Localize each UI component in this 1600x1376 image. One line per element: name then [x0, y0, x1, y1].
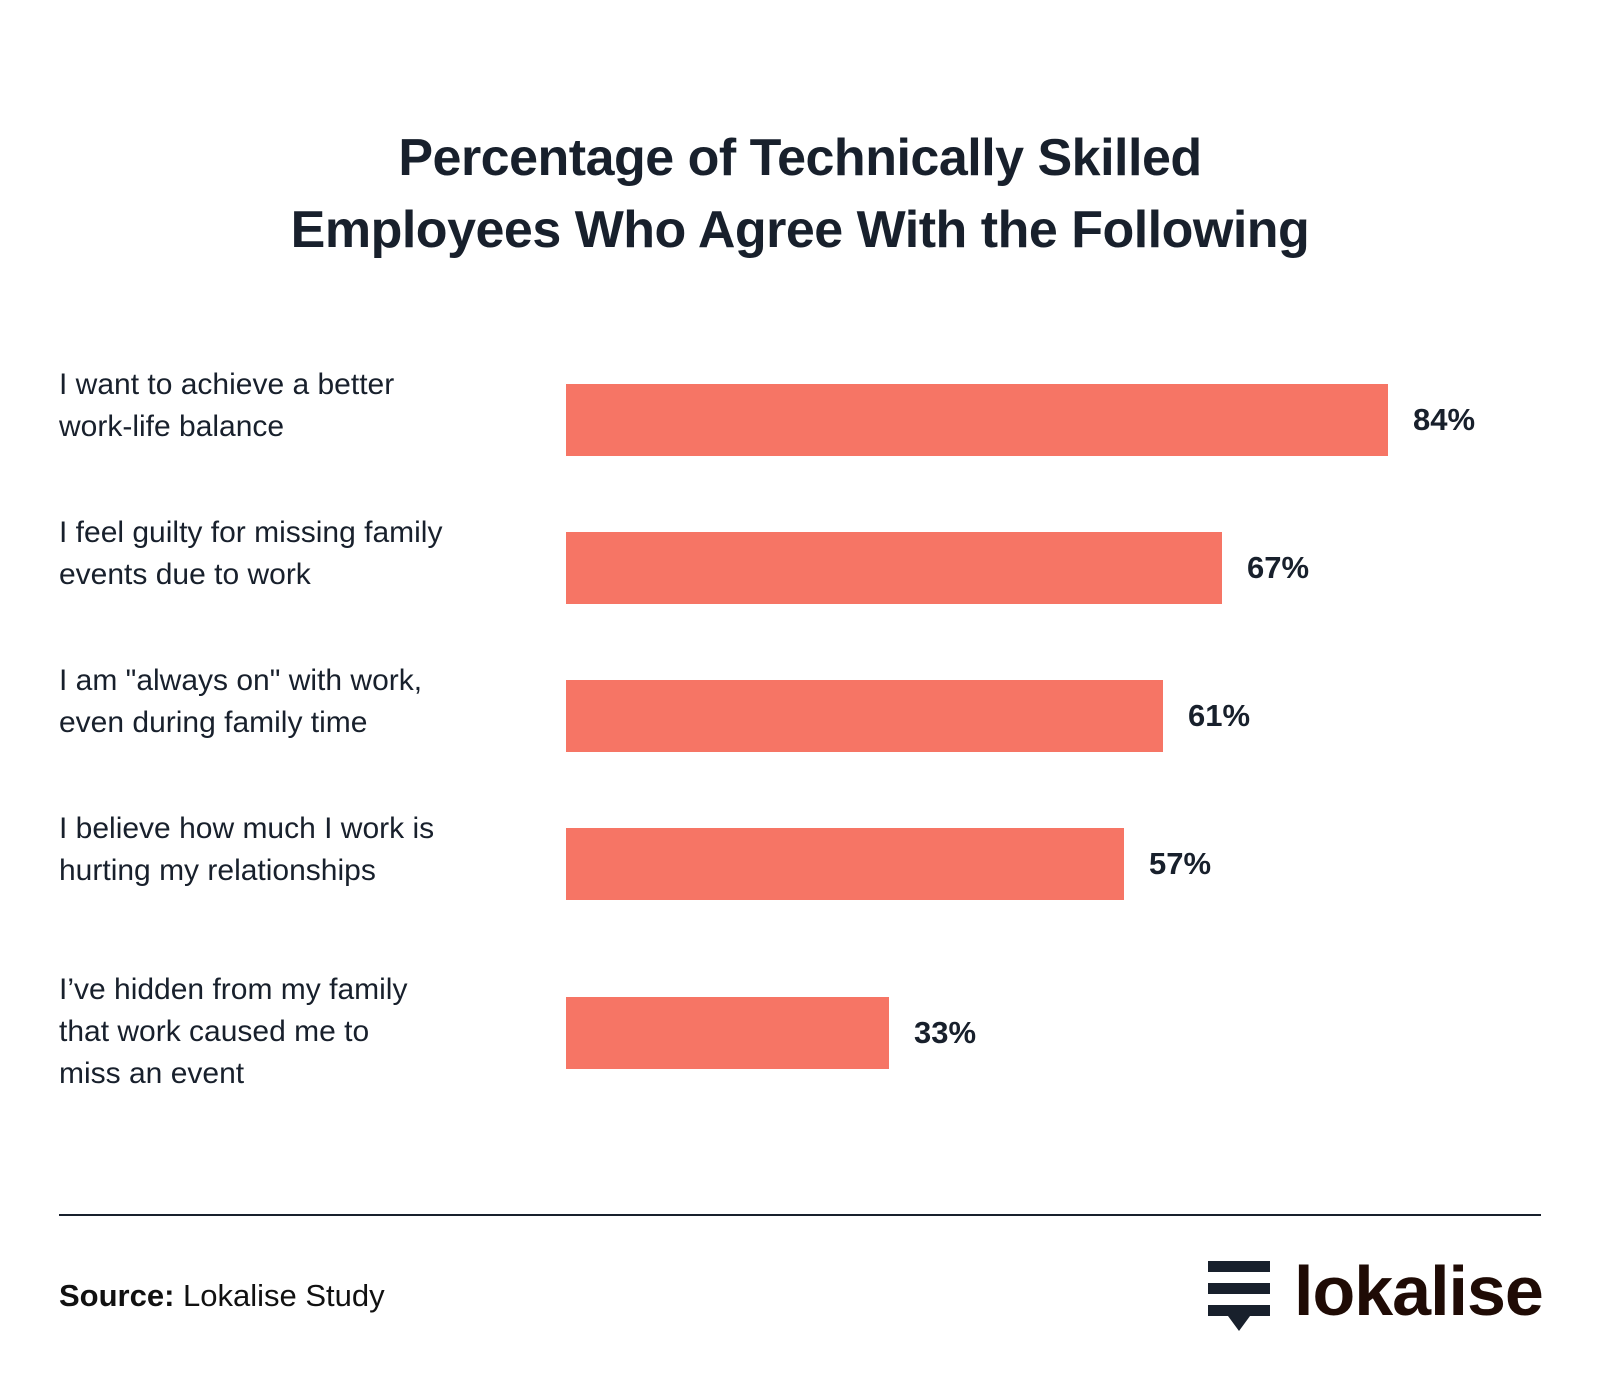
bar-value-label: 61%: [1188, 698, 1251, 733]
source-note: Source: Lokalise Study: [59, 1278, 385, 1314]
bar-category-label: I’ve hidden from my family that work caus…: [59, 969, 529, 1095]
bar: [566, 828, 1124, 900]
bar-value-label: 67%: [1247, 550, 1310, 585]
bar-category-label-line: I am "always on" with work,: [59, 664, 423, 697]
bar: [566, 532, 1222, 604]
bar-category-label-line: miss an event: [59, 1057, 245, 1090]
bar-row: I feel guilty for missing family events d…: [0, 516, 1600, 604]
bar: [566, 680, 1163, 752]
source-label: Source:: [59, 1278, 175, 1313]
bar-category-label-line: even during family time: [59, 706, 368, 739]
chart-title: Percentage of Technically Skilled Employ…: [0, 122, 1600, 266]
footer-divider: [59, 1214, 1541, 1216]
lokalise-wordmark: lokalise: [1294, 1252, 1544, 1330]
bar-category-label: I believe how much I work is hurting my r…: [59, 808, 529, 892]
bar-category-label: I want to achieve a better work-life bala…: [59, 364, 529, 448]
bar-category-label: I feel guilty for missing family events d…: [59, 512, 529, 596]
bar-value-label: 57%: [1149, 846, 1212, 881]
bar-row: I believe how much I work is hurting my r…: [0, 812, 1600, 900]
bar-row: I am "always on" with work, even during f…: [0, 664, 1600, 752]
bar-row: I’ve hidden from my family that work caus…: [0, 973, 1600, 1090]
chart-title-line-1: Percentage of Technically Skilled: [398, 129, 1202, 187]
bar-value-label: 84%: [1413, 402, 1476, 437]
bar-category-label: I am "always on" with work, even during f…: [59, 660, 529, 744]
source-value: Lokalise Study: [174, 1278, 385, 1313]
lokalise-stack-icon: [1208, 1261, 1270, 1331]
bar: [566, 384, 1388, 456]
bar-row: I want to achieve a better work-life bala…: [0, 368, 1600, 456]
bar-category-label-line: work-life balance: [59, 410, 285, 443]
lokalise-logo: lokalise: [1208, 1252, 1548, 1336]
bar-value-label: 33%: [914, 1015, 977, 1050]
bar-category-label-line: events due to work: [59, 558, 311, 591]
bar: [566, 997, 889, 1069]
bar-category-label-line: I feel guilty for missing family: [59, 516, 443, 549]
bar-category-label-line: I believe how much I work is: [59, 812, 435, 845]
bar-category-label-line: I’ve hidden from my family: [59, 973, 408, 1006]
bar-category-label-line: that work caused me to: [59, 1015, 370, 1048]
bar-category-label-line: hurting my relationships: [59, 854, 376, 887]
chart-title-line-2: Employees Who Agree With the Following: [290, 201, 1310, 259]
bar-category-label-line: I want to achieve a better: [59, 368, 395, 401]
